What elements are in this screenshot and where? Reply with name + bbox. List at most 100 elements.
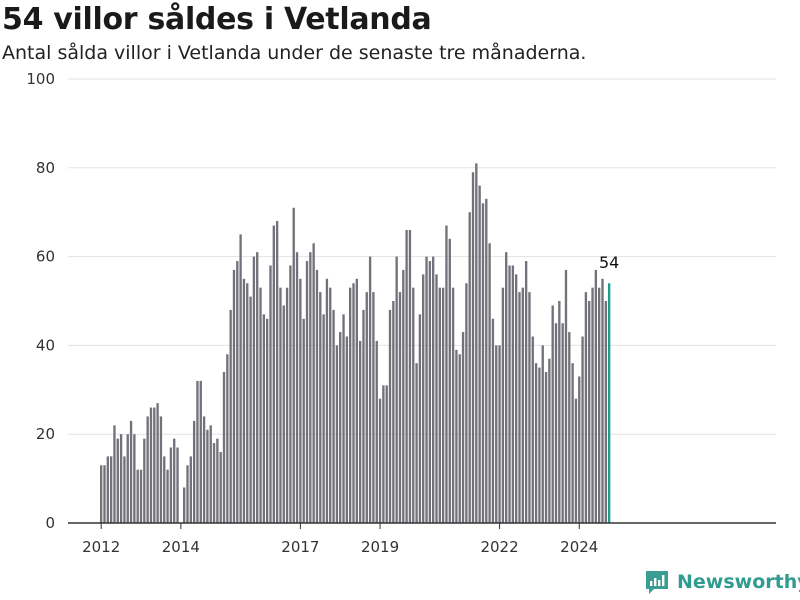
- bar: [335, 345, 339, 523]
- bar: [584, 292, 588, 523]
- bar: [143, 438, 146, 523]
- bar: [415, 363, 418, 523]
- bar: [554, 323, 558, 523]
- bar: [432, 256, 435, 523]
- bar: [505, 252, 508, 523]
- x-tick-label: 2012: [82, 538, 120, 556]
- bar: [129, 420, 133, 523]
- bar: [103, 465, 106, 523]
- bar: [352, 283, 355, 523]
- bar: [302, 318, 305, 523]
- bar: [485, 198, 488, 523]
- x-tick-label: 2014: [162, 538, 200, 556]
- bar: [358, 340, 362, 523]
- bar: [246, 283, 249, 523]
- bar: [368, 256, 372, 523]
- bars: [100, 163, 611, 524]
- bar: [239, 234, 242, 523]
- bar: [495, 345, 498, 523]
- bar: [541, 345, 544, 523]
- bar: [292, 207, 295, 523]
- bar: [591, 287, 594, 523]
- bar: [468, 212, 471, 523]
- bar: [332, 309, 335, 523]
- bar: [209, 425, 212, 523]
- bar: [275, 221, 279, 523]
- bar: [249, 296, 252, 523]
- bar: [524, 261, 528, 523]
- bar: [149, 407, 153, 523]
- bar: [478, 185, 481, 523]
- bar: [398, 292, 402, 523]
- bar: [362, 309, 365, 523]
- bar: [594, 269, 598, 523]
- bar: [169, 447, 173, 523]
- bar: [508, 265, 511, 523]
- x-tick-label: 2017: [281, 538, 319, 556]
- bar: [521, 287, 524, 523]
- bar: [498, 345, 501, 523]
- bar: [405, 229, 408, 523]
- bar: [428, 261, 432, 523]
- bar: [601, 278, 604, 523]
- bar: [408, 229, 412, 523]
- bar: [113, 425, 116, 523]
- bar: [378, 398, 382, 523]
- bar-latest: [607, 283, 611, 523]
- bar: [199, 380, 202, 523]
- bar: [441, 287, 445, 523]
- bar: [339, 332, 342, 523]
- bar: [133, 434, 136, 523]
- bar: [345, 336, 349, 523]
- bar: [365, 292, 368, 523]
- bar: [166, 469, 169, 523]
- last-value-label: 54: [599, 253, 619, 272]
- y-tick-label: 20: [36, 425, 55, 443]
- bar: [176, 447, 179, 523]
- bar: [581, 336, 584, 523]
- bar: [322, 314, 325, 523]
- bar: [465, 283, 468, 523]
- bar: [202, 416, 206, 523]
- bar: [312, 243, 315, 523]
- bar: [329, 287, 332, 523]
- bar: [448, 238, 451, 523]
- bar: [511, 265, 515, 523]
- y-tick-label: 100: [26, 70, 55, 88]
- bar: [438, 287, 441, 523]
- bar: [219, 451, 222, 523]
- bar: [402, 269, 405, 523]
- bar: [455, 349, 458, 523]
- bar: [551, 305, 554, 523]
- bar: [491, 318, 495, 523]
- bar: [116, 438, 119, 523]
- bar: [325, 278, 329, 523]
- bar: [163, 456, 166, 523]
- bar: [272, 225, 275, 523]
- bar: [515, 274, 518, 523]
- bar: [451, 287, 455, 523]
- bar: [561, 323, 564, 523]
- bar: [216, 438, 219, 523]
- bar: [372, 292, 375, 523]
- y-tick-label: 40: [36, 336, 55, 354]
- x-tick-label: 2019: [361, 538, 399, 556]
- bar: [289, 265, 292, 523]
- bar: [183, 487, 186, 523]
- bar: [269, 265, 272, 523]
- bar: [425, 256, 428, 523]
- bar: [588, 301, 591, 523]
- bar: [435, 274, 438, 523]
- bar: [544, 372, 548, 523]
- bar: [388, 309, 392, 523]
- bar: [305, 261, 309, 523]
- bar: [126, 434, 129, 523]
- bar: [173, 438, 176, 523]
- newsworthy-brand[interactable]: Newsworthy: [644, 569, 800, 595]
- bar: [106, 456, 109, 523]
- bar: [548, 358, 551, 523]
- bar: [598, 287, 601, 523]
- bar: [236, 261, 239, 523]
- bar: [418, 314, 422, 523]
